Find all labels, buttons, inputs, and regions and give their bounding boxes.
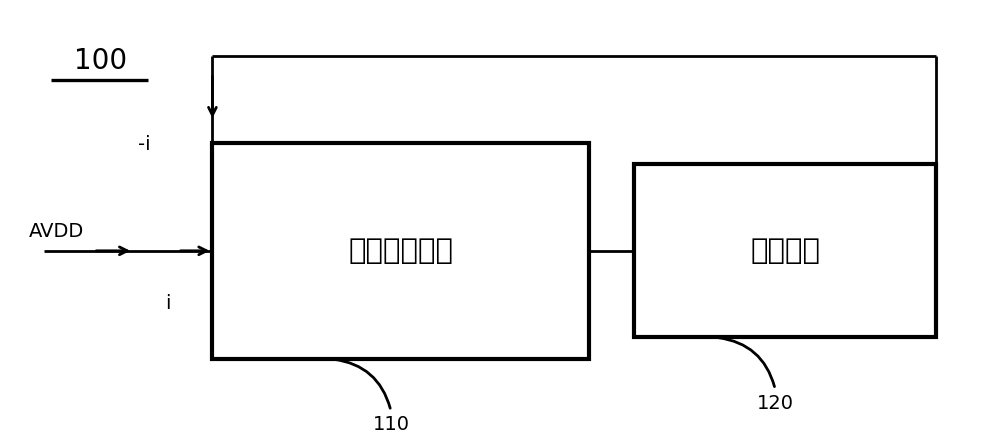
Text: 100: 100 (74, 47, 127, 75)
Text: -i: -i (138, 135, 151, 154)
FancyBboxPatch shape (634, 164, 936, 338)
Text: 110: 110 (372, 415, 409, 434)
Text: 等效电容模块: 等效电容模块 (348, 237, 453, 265)
Text: 120: 120 (757, 394, 794, 412)
Text: AVDD: AVDD (29, 222, 84, 241)
Text: i: i (165, 294, 170, 313)
FancyBboxPatch shape (212, 143, 589, 359)
Text: 反馈模块: 反馈模块 (750, 237, 820, 265)
